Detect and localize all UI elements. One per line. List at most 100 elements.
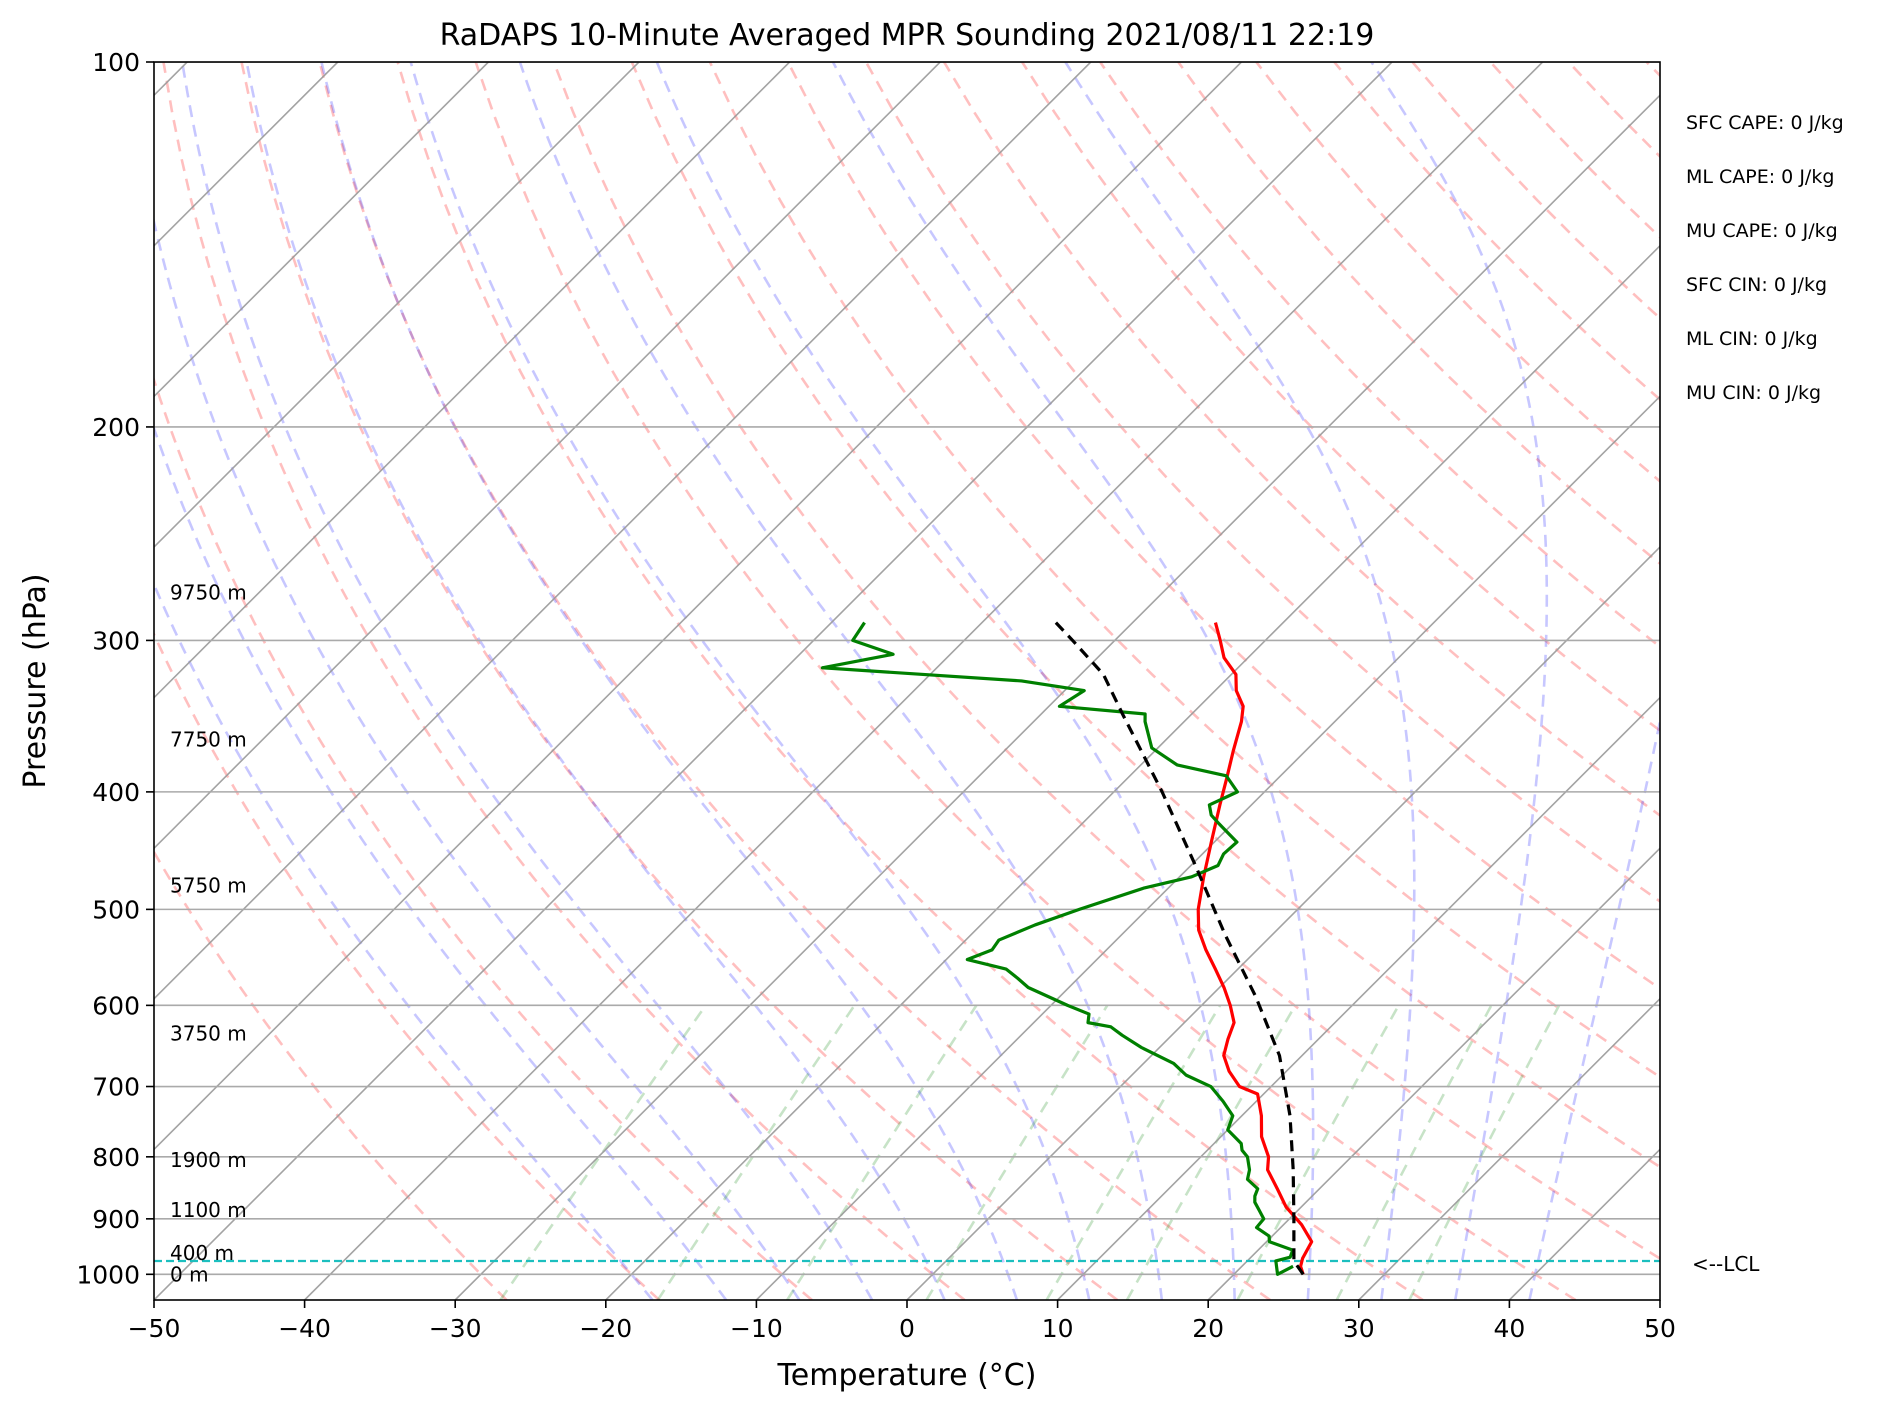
y-tick-label: 300: [92, 626, 140, 655]
dry-adiabat-line: [1021, 62, 1660, 733]
index-label: ML CIN: 0 J/kg: [1686, 328, 1818, 350]
moist-adiabat-line: [1528, 715, 1660, 1300]
isotherm-line: [454, 94, 1660, 1300]
mixing-ratio-line: [1125, 1004, 1297, 1300]
isotherm-line: [154, 62, 1092, 1000]
height-label: 1100 m: [170, 1198, 247, 1222]
lcl-label: <--LCL: [1692, 1252, 1760, 1276]
x-tick-label: −40: [278, 1314, 331, 1343]
isotherm-line: [154, 62, 1393, 1300]
dry-adiabat-line: [630, 62, 1660, 1169]
y-tick-label: 100: [92, 48, 140, 77]
dry-adiabat-line: [1255, 62, 1660, 483]
dry-adiabat-line: [1489, 62, 1660, 240]
parcel-profile-line: [1054, 621, 1305, 1276]
x-tick-label: −10: [730, 1314, 783, 1343]
mixing-ratio-line: [1236, 1004, 1400, 1300]
isotherm-line: [154, 62, 1242, 1151]
dewpoint-profile-line: [820, 621, 1295, 1276]
isotherm-line: [906, 545, 1660, 1300]
isotherm-line: [1811, 62, 1882, 1300]
y-tick-label: 700: [92, 1073, 140, 1102]
dry-adiabat-line: [318, 62, 1271, 1300]
isotherm-line: [1508, 1148, 1660, 1300]
index-label: MU CIN: 0 J/kg: [1686, 382, 1821, 404]
dry-adiabat-line: [1567, 62, 1660, 159]
dry-adiabat-line: [474, 62, 1577, 1300]
dry-adiabat-line: [1725, 62, 1882, 1300]
height-label: 3750 m: [170, 1022, 247, 1046]
isotherm-line: [605, 244, 1660, 1300]
x-tick-label: 20: [1192, 1314, 1224, 1343]
x-axis-label: Temperature (°C): [777, 1358, 1037, 1393]
moist-adiabat-line: [1370, 62, 1549, 1300]
x-tick-label: −20: [579, 1314, 632, 1343]
isotherm-line: [1358, 997, 1660, 1300]
dry-adiabat-line: [708, 62, 1660, 1079]
height-label: 7750 m: [170, 727, 247, 751]
height-label: 5750 m: [170, 874, 247, 898]
dry-adiabat-line: [786, 62, 1660, 991]
chart-title: RaDAPS 10-Minute Averaged MPR Sounding 2…: [440, 18, 1375, 53]
isotherm-line: [154, 62, 791, 699]
index-label: SFC CIN: 0 J/kg: [1686, 274, 1827, 296]
x-tick-label: −30: [429, 1314, 482, 1343]
dry-adiabat-line: [154, 631, 661, 1300]
dry-adiabat-line: [154, 376, 813, 1300]
dry-adiabat-line: [864, 62, 1660, 903]
moist-adiabat-line: [154, 216, 801, 1300]
moist-adiabat-line: [154, 581, 654, 1300]
dry-adiabat-line: [240, 62, 1119, 1300]
index-label: SFC CAPE: 0 J/kg: [1686, 112, 1844, 134]
mixing-ratio-line: [786, 1004, 978, 1300]
stability-indices: SFC CAPE: 0 J/kg ML CAPE: 0 J/kg MU CAPE: …: [1686, 112, 1844, 404]
y-tick-label: 800: [92, 1143, 140, 1172]
x-tick-label: −50: [128, 1314, 181, 1343]
isotherm-line: [1659, 1298, 1660, 1300]
height-label: 400 m: [170, 1241, 234, 1265]
dry-adiabat-line: [942, 62, 1660, 818]
moist-adiabat-line: [655, 62, 1236, 1300]
dry-adiabat-line: [1333, 62, 1660, 402]
isotherm-line: [755, 395, 1660, 1300]
isotherm-line: [1207, 847, 1660, 1300]
y-tick-label: 400: [92, 778, 140, 807]
dry-adiabat-line: [1099, 62, 1660, 649]
height-label: 1900 m: [170, 1148, 247, 1172]
dry-adiabat-line: [1645, 62, 1660, 78]
moist-adiabat-line: [831, 62, 1315, 1300]
moist-adiabat-line: [409, 62, 1091, 1300]
isotherm-line: [154, 62, 489, 398]
x-tick-label: 10: [1042, 1314, 1074, 1343]
x-tick-label: 30: [1343, 1314, 1375, 1343]
dry-adiabat-line: [162, 62, 966, 1300]
dry-adiabat-line: [1411, 62, 1660, 320]
height-label: 9750 m: [170, 581, 247, 605]
x-tick-label: 40: [1493, 1314, 1525, 1343]
index-label: ML CAPE: 0 J/kg: [1686, 166, 1834, 188]
moist-adiabat-line: [180, 62, 874, 1300]
y-axis-label: Pressure (hPa): [18, 573, 53, 788]
moist-adiabat-line: [245, 62, 946, 1300]
y-tick-label: 600: [92, 991, 140, 1020]
y-tick-label: 500: [92, 895, 140, 924]
isotherm-line: [304, 62, 1544, 1300]
mixing-ratio-line: [656, 1004, 856, 1300]
index-label: MU CAPE: 0 J/kg: [1686, 220, 1838, 242]
y-axis-ticks: 1000 900 800 700 600 500 400 300 200 100: [76, 48, 154, 1289]
x-tick-label: 50: [1644, 1314, 1676, 1343]
y-tick-label: 200: [92, 413, 140, 442]
moist-adiabat-line: [1064, 62, 1416, 1300]
x-axis-ticks: −50 −40 −30 −20 −10 0 10 20 30 40 50: [128, 1300, 1676, 1343]
dry-adiabat-line: [552, 62, 1660, 1261]
isotherm-line: [1057, 696, 1660, 1300]
dry-adiabat-line: [1177, 62, 1660, 566]
x-tick-label: 0: [899, 1314, 915, 1343]
height-label: 0 m: [170, 1262, 209, 1286]
y-tick-label: 1000: [76, 1260, 140, 1289]
temperature-profile-line: [1196, 622, 1314, 1275]
isotherm-line: [154, 62, 640, 549]
moist-adiabat-line: [320, 62, 1019, 1300]
